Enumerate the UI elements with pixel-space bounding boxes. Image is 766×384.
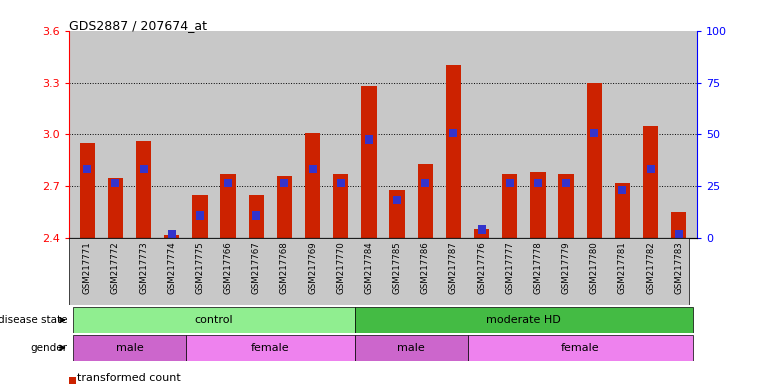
Bar [478,225,486,233]
Bar [614,183,630,238]
Text: GSM217781: GSM217781 [618,242,627,294]
Text: GSM217768: GSM217768 [280,242,289,294]
Text: GSM217784: GSM217784 [365,242,373,294]
Bar [365,136,373,144]
Bar [248,195,264,238]
Bar [355,307,692,333]
Text: male: male [398,343,425,353]
Bar [309,165,316,173]
Bar [333,174,349,238]
Text: GSM217778: GSM217778 [533,242,542,294]
Text: GSM217767: GSM217767 [252,242,260,294]
Text: GSM217775: GSM217775 [195,242,205,294]
Bar [587,83,602,238]
Bar [450,129,457,137]
Bar [186,335,355,361]
Text: GSM217770: GSM217770 [336,242,345,294]
Bar [112,179,119,187]
Bar [224,179,232,187]
Bar [362,86,377,238]
Text: transformed count: transformed count [77,373,181,383]
Bar [506,179,514,187]
Bar [389,190,404,238]
Text: GSM217766: GSM217766 [224,242,233,294]
Bar [83,165,91,173]
Text: GSM217771: GSM217771 [83,242,92,294]
Bar [168,230,175,239]
Bar [534,179,542,187]
Text: moderate HD: moderate HD [486,315,561,325]
Bar [591,129,598,137]
Bar [196,212,204,220]
Bar [139,165,148,173]
Text: GSM217782: GSM217782 [646,242,655,294]
Bar [74,307,355,333]
Text: GSM217772: GSM217772 [111,242,120,294]
Text: GSM217777: GSM217777 [506,242,514,294]
Bar [252,212,260,220]
Bar [305,133,320,238]
Bar [562,179,570,187]
Bar [164,235,179,238]
Text: GSM217774: GSM217774 [167,242,176,294]
Text: male: male [116,343,143,353]
Text: gender: gender [31,343,67,353]
Text: GSM217783: GSM217783 [674,242,683,294]
Text: GDS2887 / 207674_at: GDS2887 / 207674_at [69,19,207,32]
Bar [136,141,152,238]
Bar [647,165,654,173]
Bar [337,179,345,187]
Bar [675,230,683,239]
Bar [417,164,433,238]
Bar [671,212,686,238]
Text: GSM217785: GSM217785 [393,242,401,294]
Text: GSM217769: GSM217769 [308,242,317,294]
Bar [502,174,518,238]
Text: female: female [561,343,600,353]
Text: GSM217787: GSM217787 [449,242,458,294]
Text: GSM217786: GSM217786 [421,242,430,294]
Bar [355,335,467,361]
Bar [618,185,627,194]
Bar [421,179,429,187]
Bar [393,196,401,204]
Bar [80,143,95,238]
Text: GSM217776: GSM217776 [477,242,486,294]
Text: GSM217780: GSM217780 [590,242,599,294]
Bar [643,126,658,238]
Bar [192,195,208,238]
Text: disease state: disease state [0,315,67,325]
Bar [530,172,545,238]
Bar [558,174,574,238]
Text: GSM217773: GSM217773 [139,242,148,294]
Bar [280,179,288,187]
Text: female: female [251,343,290,353]
Bar [277,176,292,238]
Bar [74,335,186,361]
Text: control: control [195,315,234,325]
Text: GSM217779: GSM217779 [561,242,571,294]
Bar [221,174,236,238]
Bar [474,229,489,238]
Bar [108,177,123,238]
Bar [446,65,461,238]
Bar [467,335,692,361]
Bar [69,377,77,384]
